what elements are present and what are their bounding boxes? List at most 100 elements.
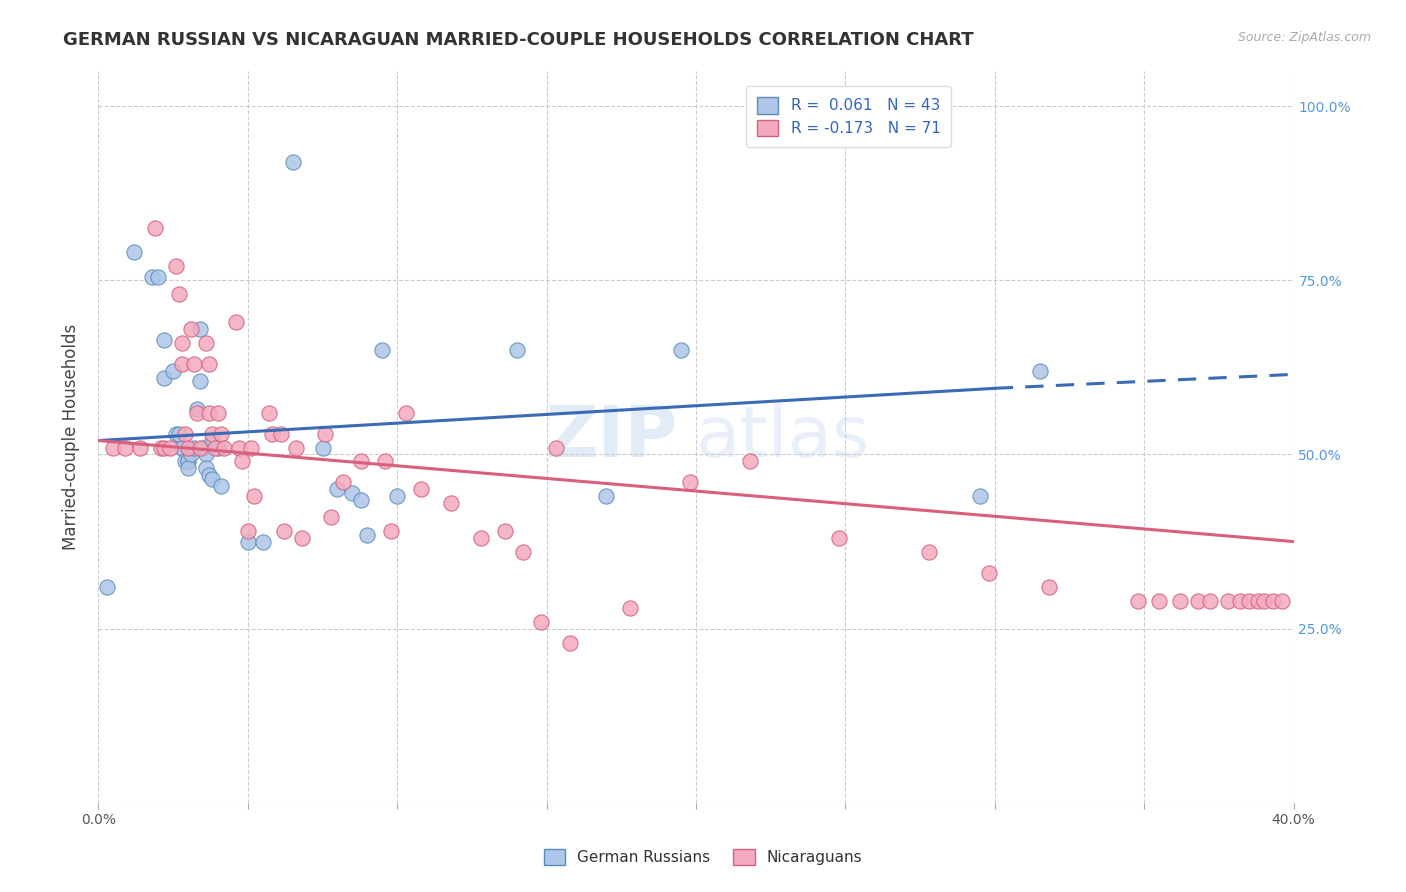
- Point: [1237, 594, 1260, 608]
- Point: [114, 441, 136, 455]
- Point: [165, 426, 187, 441]
- Point: [356, 527, 378, 541]
- Point: [977, 566, 1000, 580]
- Legend: R =  0.061   N = 43, R = -0.173   N = 71: R = 0.061 N = 43, R = -0.173 N = 71: [747, 87, 952, 147]
- Point: [96, 580, 118, 594]
- Point: [103, 441, 125, 455]
- Point: [153, 441, 176, 455]
- Point: [828, 531, 851, 545]
- Point: [228, 441, 250, 455]
- Text: atlas: atlas: [696, 402, 870, 472]
- Point: [195, 448, 218, 462]
- Point: [918, 545, 941, 559]
- Point: [494, 524, 516, 538]
- Point: [1247, 594, 1270, 608]
- Point: [177, 454, 200, 468]
- Point: [159, 441, 181, 455]
- Point: [738, 454, 761, 468]
- Point: [165, 260, 187, 274]
- Point: [177, 441, 200, 455]
- Point: [172, 336, 194, 351]
- Point: [530, 615, 553, 629]
- Point: [167, 426, 190, 441]
- Point: [281, 155, 304, 169]
- Point: [512, 545, 534, 559]
- Point: [174, 426, 197, 441]
- Point: [212, 441, 235, 455]
- Point: [198, 406, 221, 420]
- Point: [180, 322, 202, 336]
- Point: [150, 441, 173, 455]
- Point: [148, 269, 170, 284]
- Point: [153, 333, 176, 347]
- Point: [172, 441, 194, 455]
- Point: [201, 426, 224, 441]
- Point: [619, 600, 641, 615]
- Point: [183, 441, 205, 455]
- Point: [342, 485, 364, 500]
- Point: [162, 364, 184, 378]
- Point: [371, 343, 394, 357]
- Point: [186, 406, 208, 420]
- Point: [544, 441, 567, 455]
- Point: [195, 461, 218, 475]
- Point: [231, 454, 253, 468]
- Point: [252, 534, 274, 549]
- Point: [141, 269, 163, 284]
- Y-axis label: Married-couple Households: Married-couple Households: [62, 324, 80, 550]
- Point: [350, 492, 373, 507]
- Point: [1128, 594, 1150, 608]
- Point: [143, 221, 166, 235]
- Point: [1199, 594, 1222, 608]
- Point: [195, 336, 218, 351]
- Point: [1261, 594, 1284, 608]
- Point: [1187, 594, 1209, 608]
- Point: [595, 489, 617, 503]
- Point: [679, 475, 702, 490]
- Legend: German Russians, Nicaraguans: German Russians, Nicaraguans: [537, 843, 869, 871]
- Point: [1147, 594, 1170, 608]
- Point: [225, 315, 247, 329]
- Point: [207, 406, 229, 420]
- Point: [209, 479, 232, 493]
- Point: [198, 468, 221, 483]
- Point: [260, 426, 283, 441]
- Point: [129, 441, 152, 455]
- Point: [207, 441, 229, 455]
- Point: [326, 483, 349, 497]
- Point: [236, 524, 259, 538]
- Point: [440, 496, 463, 510]
- Point: [560, 635, 582, 649]
- Point: [350, 454, 373, 468]
- Point: [385, 489, 409, 503]
- Point: [153, 371, 176, 385]
- Point: [374, 454, 396, 468]
- Point: [1216, 594, 1239, 608]
- Point: [273, 524, 295, 538]
- Point: [1168, 594, 1191, 608]
- Point: [124, 245, 146, 260]
- Point: [174, 454, 197, 468]
- Point: [201, 472, 224, 486]
- Point: [1229, 594, 1251, 608]
- Point: [284, 441, 307, 455]
- Point: [188, 375, 211, 389]
- Text: ZIP: ZIP: [546, 402, 678, 472]
- Point: [321, 510, 343, 524]
- Point: [239, 441, 262, 455]
- Point: [204, 441, 226, 455]
- Point: [291, 531, 314, 545]
- Point: [669, 343, 692, 357]
- Point: [188, 441, 211, 455]
- Point: [1271, 594, 1294, 608]
- Point: [172, 357, 194, 371]
- Point: [198, 357, 221, 371]
- Text: Source: ZipAtlas.com: Source: ZipAtlas.com: [1237, 31, 1371, 45]
- Point: [167, 287, 190, 301]
- Point: [188, 322, 211, 336]
- Point: [191, 441, 214, 455]
- Point: [506, 343, 529, 357]
- Point: [186, 402, 208, 417]
- Point: [1028, 364, 1050, 378]
- Point: [177, 461, 200, 475]
